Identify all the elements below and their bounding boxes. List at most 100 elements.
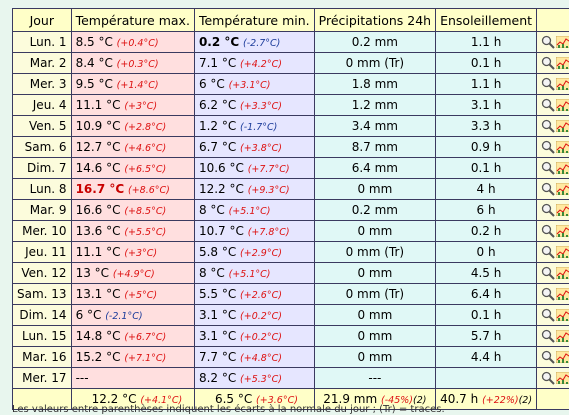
row-precip: 0 mm: [314, 179, 435, 200]
magnifier-icon[interactable]: [541, 56, 555, 70]
row-sun: 0 h: [436, 242, 537, 263]
mini-chart-icon[interactable]: [556, 330, 569, 342]
row-tmax-value: 13 °C: [76, 266, 109, 280]
row-sun: 3.3 h: [436, 116, 537, 137]
mini-chart-icon[interactable]: [556, 372, 569, 384]
row-tmin-value: 0.2 °C: [199, 35, 239, 49]
row-precip: 0 mm: [314, 263, 435, 284]
row-tmax-anomaly: (+8.6°C): [128, 185, 170, 196]
row-tmin-anomaly: (+5.1°C): [229, 269, 271, 280]
row-tmin: 8 °C (+5.1°C): [194, 200, 314, 221]
row-tmin-value: 3.1 °C: [199, 329, 236, 343]
row-precip-value: 0 mm: [357, 308, 392, 322]
row-precip-value: ---: [368, 371, 381, 385]
mini-chart-icon[interactable]: [556, 225, 569, 237]
table-header-row: Jour Température max. Température min. P…: [13, 9, 569, 32]
row-precip-value: 8.7 mm: [352, 140, 398, 154]
mini-chart-icon[interactable]: [556, 204, 569, 216]
row-tmin-anomaly: (+7.7°C): [248, 164, 290, 175]
header-day: Jour: [13, 9, 72, 32]
header-tmax: Température max.: [71, 9, 194, 32]
row-tmin-value: 5.5 °C: [199, 287, 236, 301]
magnifier-icon[interactable]: [541, 98, 555, 112]
mini-chart-icon[interactable]: [556, 57, 569, 69]
row-day-label: Ven. 12: [21, 266, 66, 280]
row-day-label: Sam. 13: [17, 287, 67, 301]
row-precip: 0 mm: [314, 347, 435, 368]
row-precip: 6.4 mm: [314, 158, 435, 179]
row-sun: 0.1 h: [436, 305, 537, 326]
magnifier-icon[interactable]: [541, 371, 555, 385]
row-day-label: Mer. 10: [22, 224, 66, 238]
magnifier-icon[interactable]: [541, 35, 555, 49]
row-precip-value: 0 mm: [357, 329, 392, 343]
row-day: Ven. 5: [13, 116, 72, 137]
magnifier-icon[interactable]: [541, 245, 555, 259]
mini-chart-icon[interactable]: [556, 309, 569, 321]
row-day: Jeu. 4: [13, 95, 72, 116]
row-tmin-value: 5.8 °C: [199, 245, 236, 259]
row-icons: [537, 74, 569, 95]
row-icons: [537, 158, 569, 179]
mini-chart-icon[interactable]: [556, 246, 569, 258]
magnifier-icon[interactable]: [541, 308, 555, 322]
row-sun: 1.1 h: [436, 32, 537, 53]
mini-chart-icon[interactable]: [556, 351, 569, 363]
row-tmax-value: 14.8 °C: [76, 329, 121, 343]
row-day-label: Jeu. 4: [33, 98, 67, 112]
mini-chart-icon[interactable]: [556, 183, 569, 195]
row-tmin-anomaly: (-2.7°C): [243, 38, 280, 49]
mini-chart-icon[interactable]: [556, 288, 569, 300]
row-tmax-value: 6 °C: [76, 308, 102, 322]
row-precip: 0 mm: [314, 221, 435, 242]
row-day: Lun. 15: [13, 326, 72, 347]
mini-chart-icon[interactable]: [556, 141, 569, 153]
row-tmax-value: 11.1 °C: [76, 98, 121, 112]
magnifier-icon[interactable]: [541, 203, 555, 217]
row-tmax: 16.6 °C (+8.5°C): [71, 200, 194, 221]
row-sun: 4.5 h: [436, 263, 537, 284]
row-tmin-value: 6 °C: [199, 77, 225, 91]
magnifier-icon[interactable]: [541, 182, 555, 196]
row-precip: 1.2 mm: [314, 95, 435, 116]
row-tmax: 10.9 °C (+2.8°C): [71, 116, 194, 137]
daily-climate-table: Jour Température max. Température min. P…: [12, 8, 569, 410]
row-tmin-anomaly: (+5.1°C): [229, 206, 271, 217]
row-tmax: 13 °C (+4.9°C): [71, 263, 194, 284]
row-day: Mar. 2: [13, 53, 72, 74]
row-tmax: 14.8 °C (+6.7°C): [71, 326, 194, 347]
row-icons: [537, 53, 569, 74]
magnifier-icon[interactable]: [541, 77, 555, 91]
row-tmax: 11.1 °C (+3°C): [71, 95, 194, 116]
magnifier-icon[interactable]: [541, 161, 555, 175]
mini-chart-icon[interactable]: [556, 99, 569, 111]
magnifier-icon[interactable]: [541, 119, 555, 133]
magnifier-icon[interactable]: [541, 266, 555, 280]
row-tmax: 11.1 °C (+3°C): [71, 242, 194, 263]
mini-chart-icon[interactable]: [556, 120, 569, 132]
row-day-label: Lun. 8: [30, 182, 67, 196]
row-precip: 8.7 mm: [314, 137, 435, 158]
row-day: Mar. 9: [13, 200, 72, 221]
magnifier-icon[interactable]: [541, 350, 555, 364]
row-icons: [537, 326, 569, 347]
row-precip-value: 3.4 mm: [352, 119, 398, 133]
mini-chart-icon[interactable]: [556, 267, 569, 279]
mini-chart-icon[interactable]: [556, 36, 569, 48]
row-tmax-anomaly: (+4.9°C): [113, 269, 155, 280]
row-precip: 0 mm (Tr): [314, 242, 435, 263]
row-tmin: 0.2 °C (-2.7°C): [194, 32, 314, 53]
magnifier-icon[interactable]: [541, 140, 555, 154]
magnifier-icon[interactable]: [541, 287, 555, 301]
magnifier-icon[interactable]: [541, 224, 555, 238]
header-tmin: Température min.: [194, 9, 314, 32]
mini-chart-icon[interactable]: [556, 162, 569, 174]
magnifier-icon[interactable]: [541, 329, 555, 343]
mini-chart-icon[interactable]: [556, 78, 569, 90]
row-sun-value: 0.9 h: [471, 140, 502, 154]
